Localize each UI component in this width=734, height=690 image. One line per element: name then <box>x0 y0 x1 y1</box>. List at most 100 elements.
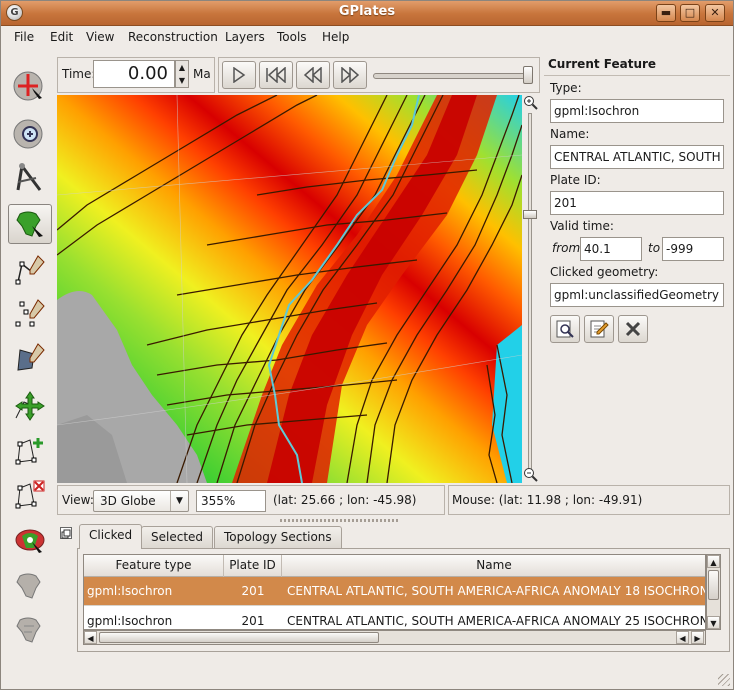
scroll-down-icon[interactable]: ▼ <box>707 616 720 629</box>
column-feature-type[interactable]: Feature type <box>84 555 224 577</box>
close-button[interactable]: ✕ <box>705 4 725 22</box>
cell-name: CENTRAL ATLANTIC, SOUTH AMERICA-AFRICA A… <box>287 584 705 598</box>
digitise-polyline-tool[interactable] <box>8 250 52 290</box>
menu-help[interactable]: Help <box>322 30 350 44</box>
clear-feature-button[interactable] <box>618 315 648 343</box>
current-feature-panel: Current Feature Type: gpml:Isochron Name… <box>544 55 730 345</box>
move-vertex-tool[interactable] <box>8 386 52 426</box>
cell-plate-id: 201 <box>241 584 265 598</box>
play-icon <box>233 67 246 83</box>
to-time-field[interactable]: -999 <box>662 237 724 261</box>
name-field[interactable]: CENTRAL ATLANTIC, SOUTH <box>550 145 724 169</box>
magnifier-icon <box>556 320 574 338</box>
scroll-thumb[interactable] <box>99 632 379 643</box>
scroll-up-icon[interactable]: ▲ <box>707 555 720 568</box>
zoom-track[interactable] <box>528 113 532 471</box>
horizontal-scrollbar[interactable]: ◀ ◀ ▶ <box>83 630 706 645</box>
zoom-out-icon[interactable] <box>523 467 538 482</box>
resize-grip[interactable] <box>718 674 730 686</box>
scroll-left-icon[interactable]: ◀ <box>84 631 97 644</box>
step-back-button[interactable] <box>296 61 330 89</box>
choose-feature-icon <box>16 211 43 237</box>
time-input[interactable]: 0.00 <box>93 60 175 88</box>
tab-clicked[interactable]: Clicked <box>79 524 143 549</box>
menu-layers[interactable]: Layers <box>225 30 265 44</box>
column-plate-id[interactable]: Plate ID <box>224 555 282 577</box>
zoom-globe-tool[interactable] <box>8 114 52 154</box>
digitise-polygon-tool[interactable] <box>8 338 52 378</box>
manipulate-pole-tool[interactable] <box>8 520 52 560</box>
choose-feature-tool[interactable] <box>8 204 52 244</box>
edit-feature-button[interactable] <box>584 315 614 343</box>
panel-title: Current Feature <box>548 57 657 71</box>
play-button[interactable] <box>222 61 256 89</box>
plate-id-label: Plate ID: <box>550 173 601 187</box>
table-header: Feature type Plate ID Name <box>84 555 705 577</box>
menu-file[interactable]: File <box>14 30 35 44</box>
from-label: from <box>552 241 581 255</box>
zoom-slider[interactable] <box>522 95 540 483</box>
maximize-button[interactable]: □ <box>680 4 700 22</box>
table-row[interactable]: gpml:Isochron 201 CENTRAL ATLANTIC, SOUT… <box>84 607 705 629</box>
table-row[interactable]: gpml:Isochron 201 CENTRAL ATLANTIC, SOUT… <box>84 577 705 606</box>
time-slider[interactable] <box>373 73 533 79</box>
tab-topology-sections[interactable]: Topology Sections <box>214 526 342 548</box>
cell-feature-type: gpml:Isochron <box>87 614 173 628</box>
time-slider-handle[interactable] <box>523 66 533 84</box>
canvas-tools-toolbar <box>4 60 56 660</box>
zoom-in-icon[interactable] <box>523 95 538 110</box>
vertical-scrollbar[interactable]: ▲ ▼ <box>706 554 721 630</box>
menu-tools[interactable]: Tools <box>277 30 307 44</box>
edit-topology-icon <box>16 617 41 643</box>
drag-globe-icon <box>13 71 43 101</box>
menu-edit[interactable]: Edit <box>50 30 74 44</box>
menu-reconstruction[interactable]: Reconstruction <box>128 30 218 44</box>
step-back-icon <box>303 67 322 83</box>
globe-canvas[interactable] <box>57 95 522 483</box>
tab-selected[interactable]: Selected <box>141 526 214 548</box>
minimize-button[interactable]: ▬ <box>656 4 676 22</box>
undock-button[interactable] <box>60 527 72 539</box>
drag-globe-tool[interactable] <box>8 66 52 106</box>
column-name[interactable]: Name <box>282 555 705 577</box>
time-unit: Ma <box>193 67 211 81</box>
menu-view[interactable]: View <box>86 30 115 44</box>
step-forward-button[interactable] <box>333 61 367 89</box>
insert-vertex-tool[interactable] <box>8 430 52 470</box>
time-spinner[interactable]: ▲ ▼ <box>175 60 189 88</box>
feature-table-dock: Clicked Selected Topology Sections Featu… <box>57 522 730 652</box>
zoom-handle[interactable] <box>523 209 537 219</box>
scroll-thumb[interactable] <box>708 570 719 600</box>
reset-to-start-button[interactable] <box>259 61 293 89</box>
delete-vertex-icon <box>15 480 45 509</box>
build-topology-tool[interactable] <box>8 566 52 606</box>
view-label: View: <box>62 493 94 507</box>
spin-down-icon[interactable]: ▼ <box>178 76 186 85</box>
close-icon <box>625 321 641 337</box>
scroll-right-icon[interactable]: ▶ <box>691 631 704 644</box>
divider <box>544 75 730 76</box>
digitise-multipoint-tool[interactable] <box>8 294 52 334</box>
projection-select[interactable]: 3D Globe ▼ <box>93 490 189 512</box>
zoom-globe-icon <box>13 119 43 149</box>
time-control: Time: 0.00 ▲ ▼ Ma <box>57 57 215 93</box>
menu-bar: File Edit View Reconstruction Layers Too… <box>0 26 734 50</box>
splitter-handle[interactable] <box>280 519 400 522</box>
delete-vertex-tool[interactable] <box>8 474 52 514</box>
digitise-multipoint-icon <box>15 299 45 327</box>
clicked-pane: Feature type Plate ID Name gpml:Isochron… <box>77 548 730 652</box>
query-feature-button[interactable] <box>550 315 580 343</box>
title-bar[interactable]: G GPlates ▬ □ ✕ <box>0 0 734 26</box>
clicked-geometry-field[interactable]: gpml:unclassifiedGeometry <box>550 283 724 307</box>
from-time-field[interactable]: 40.1 <box>580 237 642 261</box>
zoom-percent-input[interactable]: 355% <box>196 490 266 512</box>
clicked-geometry-label: Clicked geometry: <box>550 265 659 279</box>
measure-distance-tool[interactable] <box>8 158 52 198</box>
scroll-left-icon[interactable]: ◀ <box>676 631 689 644</box>
edit-topology-tool[interactable] <box>8 610 52 650</box>
type-field[interactable]: gpml:Isochron <box>550 99 724 123</box>
feature-table: Feature type Plate ID Name gpml:Isochron… <box>83 554 706 630</box>
spin-up-icon[interactable]: ▲ <box>178 63 186 72</box>
plate-id-field[interactable]: 201 <box>550 191 724 215</box>
view-status-bar: View: 3D Globe ▼ 355% (lat: 25.66 ; lon:… <box>57 485 445 515</box>
